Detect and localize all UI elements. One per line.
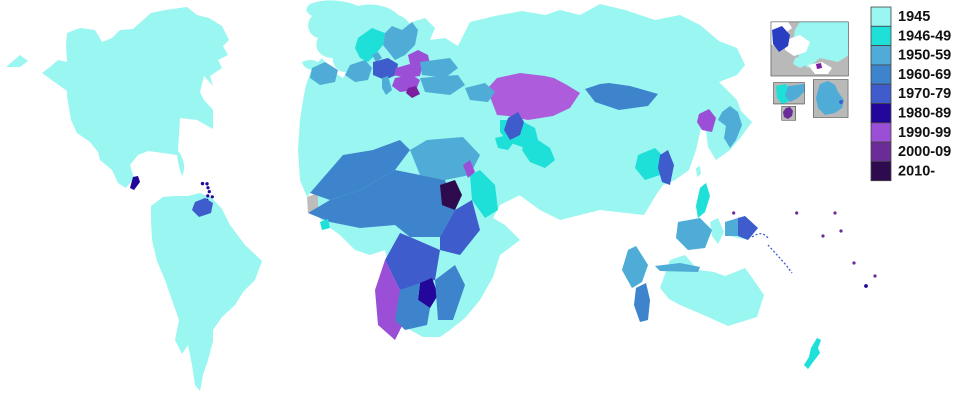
svg-text:1950-59: 1950-59 — [898, 48, 951, 64]
svg-text:2010-: 2010- — [898, 163, 935, 179]
svg-text:1980-89: 1980-89 — [898, 106, 951, 122]
svg-text:1946-49: 1946-49 — [898, 28, 951, 44]
svg-text:1945: 1945 — [898, 9, 930, 25]
svg-text:2000-09: 2000-09 — [898, 144, 951, 160]
svg-text:1990-99: 1990-99 — [898, 125, 951, 141]
svg-text:1970-79: 1970-79 — [898, 86, 951, 102]
svg-text:1960-69: 1960-69 — [898, 67, 951, 83]
